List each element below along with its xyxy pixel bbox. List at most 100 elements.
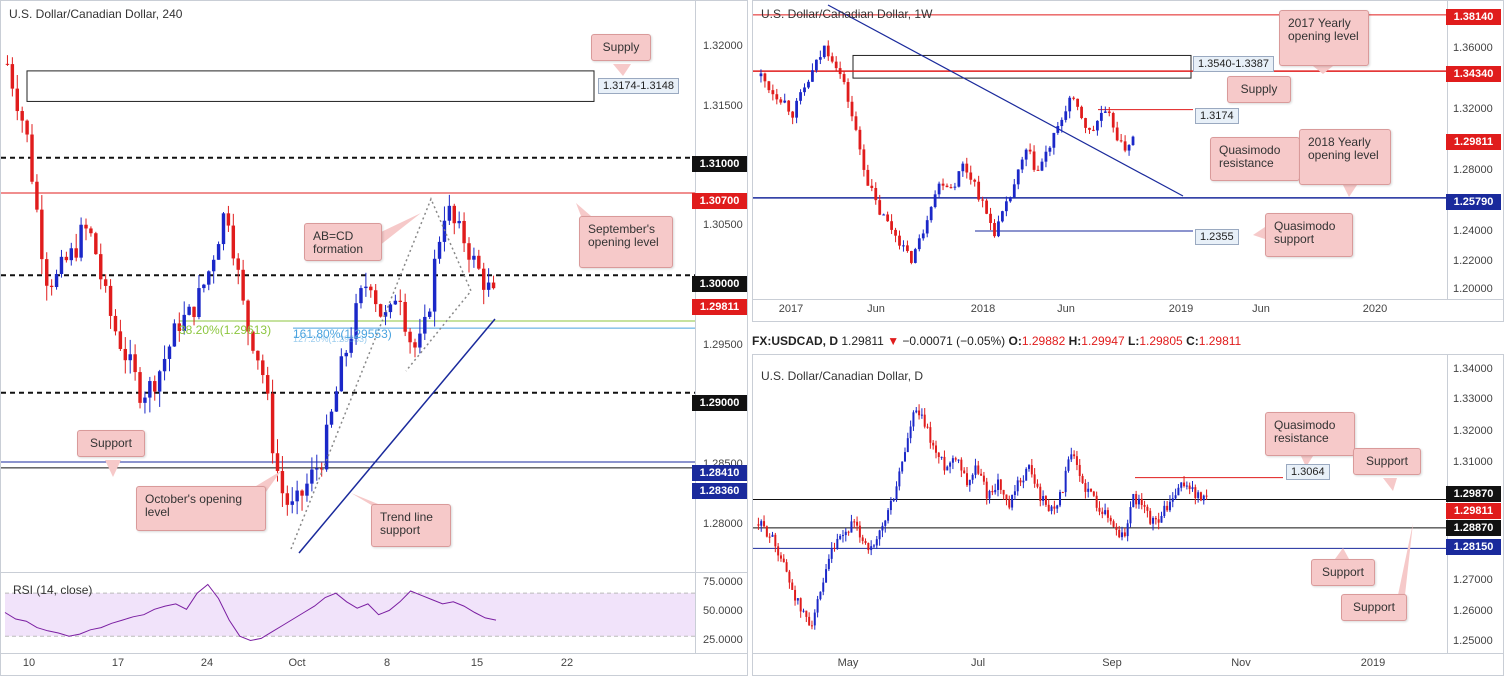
infobar-low-label: L:	[1128, 334, 1139, 348]
candle-body	[305, 484, 308, 496]
candle-body	[202, 285, 205, 288]
candle-body	[1064, 111, 1067, 120]
candle-body	[114, 316, 117, 331]
candle-body	[153, 381, 156, 392]
candle-body	[1200, 492, 1202, 500]
daily-qm-resistance-label: 1.3064	[1286, 464, 1330, 480]
candle-body	[453, 206, 456, 223]
candle-body	[1049, 148, 1052, 152]
candle-body	[1000, 480, 1002, 490]
candle-body	[941, 457, 943, 458]
candle-body	[926, 220, 929, 233]
candle-body	[811, 625, 813, 626]
daily-chart-title: U.S. Dollar/Canadian Dollar, D	[761, 369, 923, 383]
candle-body	[827, 46, 830, 57]
weekly-callout-qm-sup: Quasimodo support	[1265, 213, 1353, 257]
candle-body	[1017, 480, 1019, 491]
candle-body	[207, 271, 210, 284]
candle-body	[1013, 184, 1016, 197]
candle-body	[766, 526, 768, 536]
candle-body	[795, 101, 798, 118]
daily-symbol-infobar: FX:USDCAD, D 1.29811 ▼ −0.00071 (−0.05%)…	[752, 330, 1504, 352]
candle-body	[1034, 474, 1036, 483]
weekly-callout-qm-res: Quasimodo resistance	[1210, 137, 1300, 181]
callout-tail	[1313, 66, 1333, 74]
candle-body	[1025, 150, 1028, 160]
candle-body	[800, 598, 802, 611]
candle-body	[904, 452, 906, 462]
h4-level-tag-12841: 1.28410	[692, 465, 747, 481]
candle-body	[389, 304, 392, 312]
candle-body	[819, 592, 821, 599]
infobar-high: 1.29947	[1081, 334, 1124, 348]
daily-time-axis[interactable]	[753, 653, 1504, 676]
candle-body	[40, 210, 43, 259]
candle-body	[1101, 512, 1103, 514]
weekly-chart-panel[interactable]: U.S. Dollar/Canadian Dollar, 1W 1.36000 …	[752, 0, 1504, 322]
candle-body	[133, 354, 136, 372]
candle-body	[1059, 492, 1061, 505]
candle-body	[799, 92, 802, 101]
candle-body	[772, 535, 774, 537]
candle-body	[847, 82, 850, 102]
weekly-last-price-tag: 1.29811	[1446, 134, 1501, 150]
h4-price-axis[interactable]	[695, 1, 748, 653]
weekly-tick: 1.32000	[1453, 103, 1493, 115]
candle-body	[256, 351, 259, 361]
candle-body	[1128, 145, 1131, 150]
candle-body	[1138, 499, 1140, 505]
candle-body	[74, 248, 77, 257]
candle-body	[828, 559, 830, 569]
candle-body	[914, 249, 917, 263]
h4-rsi-tick: 25.0000	[703, 634, 743, 646]
candle-body	[853, 521, 855, 522]
h4-callout-supply: Supply	[591, 34, 651, 61]
candle-body	[394, 301, 397, 305]
candle-body	[138, 372, 141, 403]
candle-body	[408, 332, 411, 343]
candle-body	[788, 572, 790, 583]
candle-body	[1206, 496, 1208, 497]
candle-body	[771, 90, 774, 94]
candle-body	[1121, 532, 1123, 537]
candle-body	[163, 359, 166, 371]
daily-callout-qm-res: Quasimodo resistance	[1265, 412, 1355, 456]
candle-body	[994, 490, 996, 492]
callout-tail	[105, 460, 121, 477]
candle-body	[1022, 481, 1024, 483]
candle-body	[1203, 496, 1205, 501]
candle-body	[1042, 496, 1044, 501]
candle-body	[1067, 459, 1069, 470]
candle-body	[831, 56, 834, 61]
candle-body	[825, 569, 827, 582]
candle-body	[958, 460, 960, 461]
candle-body	[1084, 118, 1087, 128]
candle-body	[1124, 532, 1126, 536]
candle-body	[477, 256, 480, 269]
candle-body	[1039, 487, 1041, 501]
candle-body	[760, 73, 763, 76]
candle-body	[845, 532, 847, 535]
h4-level-tag-12836: 1.28360	[692, 483, 747, 499]
candle-body	[11, 64, 14, 89]
candle-body	[359, 288, 362, 303]
infobar-low: 1.29805	[1139, 334, 1182, 348]
weekly-tick: 1.22000	[1453, 255, 1493, 267]
candle-body	[281, 471, 284, 493]
weekly-chart-canvas[interactable]	[753, 1, 1504, 322]
weekly-time-axis[interactable]	[753, 299, 1504, 322]
candle-body	[1041, 162, 1044, 171]
candle-body	[1093, 492, 1095, 496]
h4-callout-october: October's opening level	[136, 486, 266, 531]
daily-chart-panel[interactable]: U.S. Dollar/Canadian Dollar, D 1.34000 1…	[752, 354, 1504, 676]
daily-date-tick: Sep	[1102, 657, 1122, 669]
candle-body	[901, 462, 903, 472]
candle-body	[55, 274, 58, 287]
candle-body	[232, 226, 235, 259]
candle-body	[922, 233, 925, 238]
candle-body	[803, 611, 805, 612]
h4-chart-panel[interactable]: U.S. Dollar/Canadian Dollar, 240 1.32000…	[0, 0, 748, 676]
daily-chart-canvas[interactable]	[753, 355, 1504, 676]
candle-body	[1003, 490, 1005, 495]
weekly-supply-zone-box	[853, 55, 1191, 78]
